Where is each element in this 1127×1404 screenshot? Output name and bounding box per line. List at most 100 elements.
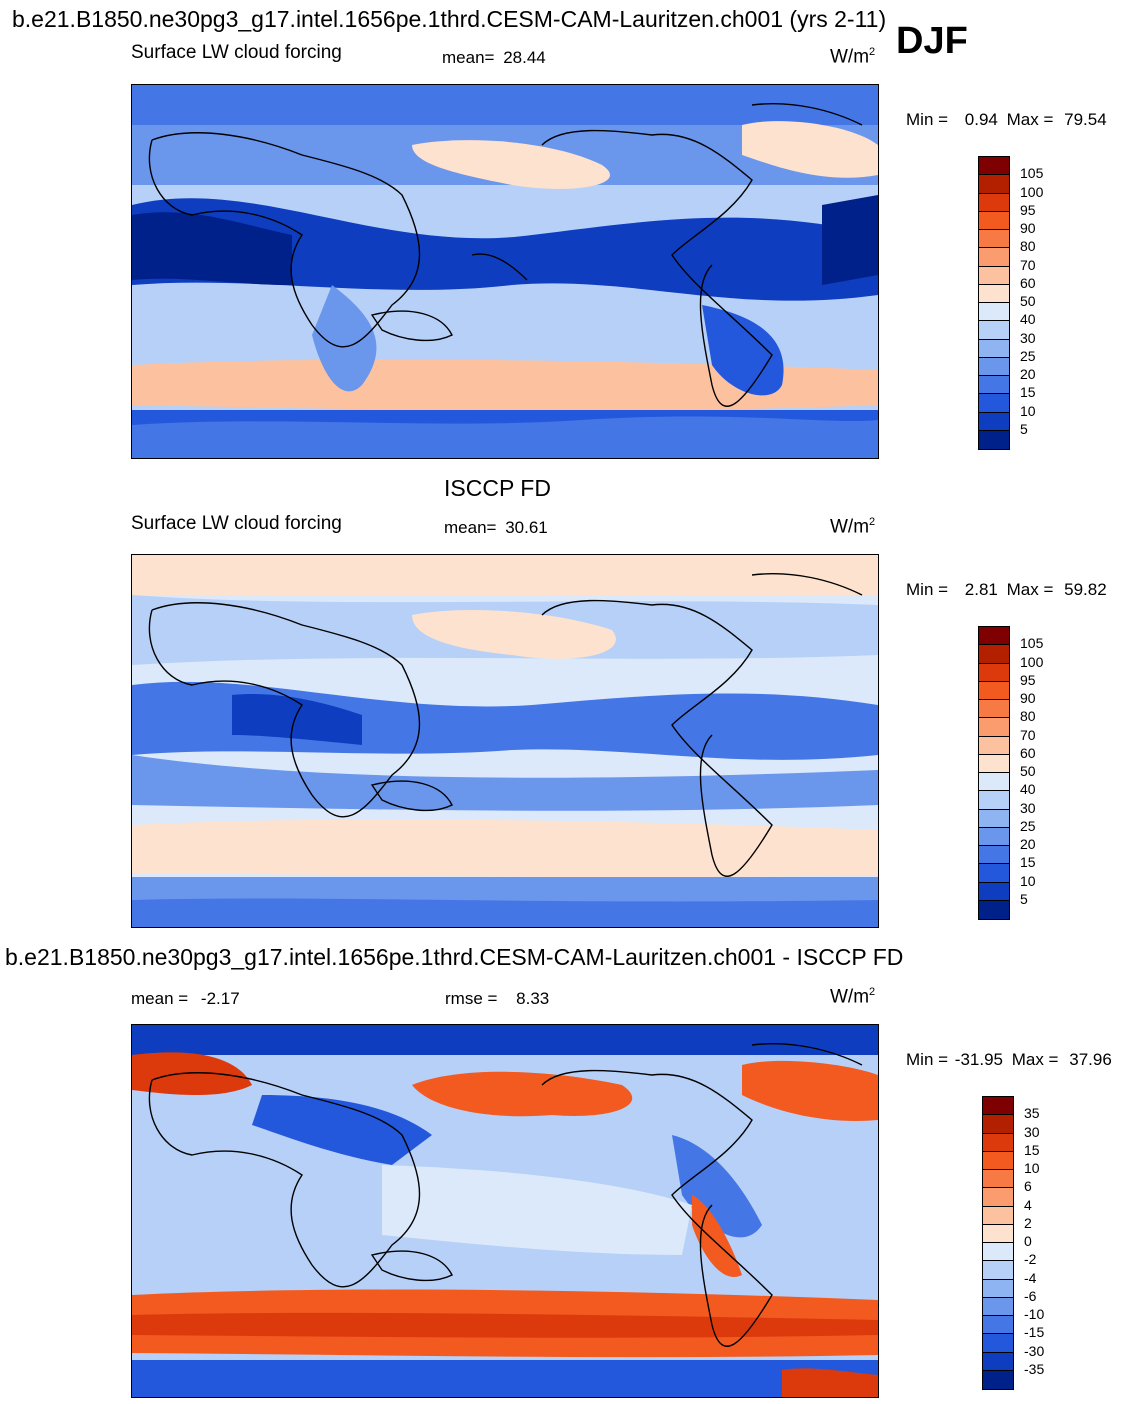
colorbar-swatch	[979, 157, 1009, 176]
colorbar-swatch	[979, 175, 1009, 194]
colorbar-tick-label: 100	[1020, 653, 1044, 670]
colorbar-swatch	[983, 1206, 1013, 1225]
colorbar-tick-label: 10	[1020, 402, 1036, 419]
colorbar-tick-label: 5	[1020, 890, 1028, 907]
colorbar-swatch	[979, 412, 1009, 431]
colorbar-swatch	[979, 791, 1009, 810]
colorbar-tick-label: -10	[1024, 1306, 1045, 1322]
panel1-mean-label: mean=	[442, 48, 495, 67]
colorbar-tick-label: 0	[1024, 1233, 1032, 1249]
colorbar-swatch	[983, 1352, 1013, 1371]
colorbar-tick-label: 40	[1020, 311, 1036, 328]
colorbar-tick-label: 10	[1024, 1160, 1040, 1176]
colorbar-swatch	[979, 700, 1009, 719]
colorbar-tick-label: 20	[1020, 836, 1036, 852]
colorbar-swatch	[979, 230, 1009, 249]
colorbar-tick-label: 2	[1024, 1214, 1032, 1231]
colorbar-swatch	[983, 1115, 1013, 1134]
panel3-min-label: Min =	[906, 1050, 949, 1069]
colorbar-tick-label: 6	[1024, 1178, 1032, 1195]
colorbar-tick-label: 60	[1020, 744, 1036, 761]
panel3-heading: b.e21.B1850.ne30pg3_g17.intel.1656pe.1th…	[5, 944, 904, 970]
panel3-units-exp: 2	[869, 986, 876, 998]
panel1-map-svg	[132, 85, 878, 458]
plot-title: b.e21.B1850.ne30pg3_g17.intel.1656pe.1th…	[12, 6, 887, 32]
colorbar-swatch	[979, 645, 1009, 664]
colorbar-tick-label: 25	[1020, 347, 1036, 364]
colorbar-tick-label: 35	[1024, 1105, 1040, 1122]
colorbar-swatch	[979, 627, 1009, 646]
panel3-colorbar	[982, 1096, 1014, 1390]
colorbar-tick-label: 15	[1020, 384, 1036, 401]
panel1-max-value: 79.54	[1064, 110, 1107, 129]
colorbar-swatch	[979, 900, 1009, 919]
panel3-mean-value: -2.17	[200, 989, 240, 1008]
panel3-rmse-value: 8.33	[516, 989, 550, 1008]
colorbar-tick-label: 100	[1020, 183, 1044, 200]
panel3-units: W/m2	[830, 986, 875, 1008]
panel1-field-label: Surface LW cloud forcing	[131, 42, 342, 63]
panel1-units-exp: 2	[869, 46, 876, 58]
panel2-mean-label: mean=	[444, 518, 497, 537]
panel1-min-label: Min =	[906, 110, 949, 129]
colorbar-swatch	[983, 1316, 1013, 1335]
colorbar-swatch	[979, 394, 1009, 413]
colorbar-swatch	[979, 864, 1009, 883]
colorbar-swatch	[983, 1243, 1013, 1262]
colorbar-tick-label: 95	[1020, 201, 1036, 218]
colorbar-swatch	[983, 1297, 1013, 1316]
colorbar-tick-label: 40	[1020, 781, 1036, 798]
panel1-mean-value: 28.44	[503, 48, 546, 67]
panel1-map	[131, 84, 879, 459]
colorbar-tick-label: -30	[1024, 1342, 1045, 1359]
colorbar-swatch	[983, 1224, 1013, 1243]
colorbar-tick-label: -35	[1024, 1360, 1045, 1377]
panel1-max-label: Max =	[1006, 110, 1054, 129]
colorbar-swatch	[979, 248, 1009, 267]
panel1-mean: mean= 28.44	[442, 48, 546, 68]
colorbar-tick-label: 70	[1020, 726, 1036, 743]
colorbar-swatch	[979, 773, 1009, 792]
colorbar-swatch	[983, 1279, 1013, 1298]
colorbar-tick-label: 25	[1020, 817, 1036, 834]
panel2-minmax: Min = 2.81 Max = 59.82	[906, 580, 1107, 600]
panel3-min-value: -31.95	[954, 1050, 1003, 1069]
panel3-units-base: W/m	[830, 986, 870, 1008]
panel3-max-label: Max =	[1011, 1050, 1059, 1069]
panel1-units-base: W/m	[830, 46, 870, 68]
colorbar-swatch	[979, 809, 1009, 828]
colorbar-tick-label: 30	[1024, 1123, 1040, 1140]
colorbar-tick-label: 20	[1020, 366, 1036, 382]
colorbar-swatch	[983, 1097, 1013, 1116]
colorbar-tick-label: 50	[1020, 763, 1036, 779]
panel3-map	[131, 1024, 879, 1398]
panel2-units: W/m2	[830, 516, 875, 538]
colorbar-tick-label: 95	[1020, 671, 1036, 688]
colorbar-swatch	[983, 1334, 1013, 1353]
panel2-field-label: Surface LW cloud forcing	[131, 513, 342, 534]
panel2-mean: mean= 30.61	[444, 518, 548, 538]
panel2-map	[131, 554, 879, 928]
colorbar-swatch	[979, 357, 1009, 376]
panel2-units-exp: 2	[869, 516, 876, 528]
panel2-units-base: W/m	[830, 516, 870, 538]
colorbar-tick-label: 105	[1020, 635, 1044, 652]
panel1-units: W/m2	[830, 46, 875, 68]
panel3-rmse-label: rmse =	[445, 989, 498, 1008]
panel2-map-svg	[132, 555, 878, 927]
colorbar-swatch	[979, 663, 1009, 682]
colorbar-tick-label: 105	[1020, 165, 1044, 182]
panel3-map-svg	[132, 1025, 878, 1397]
colorbar-swatch	[979, 193, 1009, 212]
season-label: DJF	[896, 20, 968, 62]
colorbar-tick-label: -4	[1024, 1269, 1037, 1286]
panel2-max-value: 59.82	[1064, 580, 1107, 599]
panel2-min-label: Min =	[906, 580, 949, 599]
colorbar-swatch	[979, 266, 1009, 285]
panel2-heading: ISCCP FD	[444, 475, 551, 501]
colorbar-swatch	[979, 882, 1009, 901]
colorbar-swatch	[979, 827, 1009, 846]
colorbar-swatch	[979, 846, 1009, 865]
colorbar-tick-label: 90	[1020, 690, 1036, 706]
colorbar-swatch	[979, 321, 1009, 340]
